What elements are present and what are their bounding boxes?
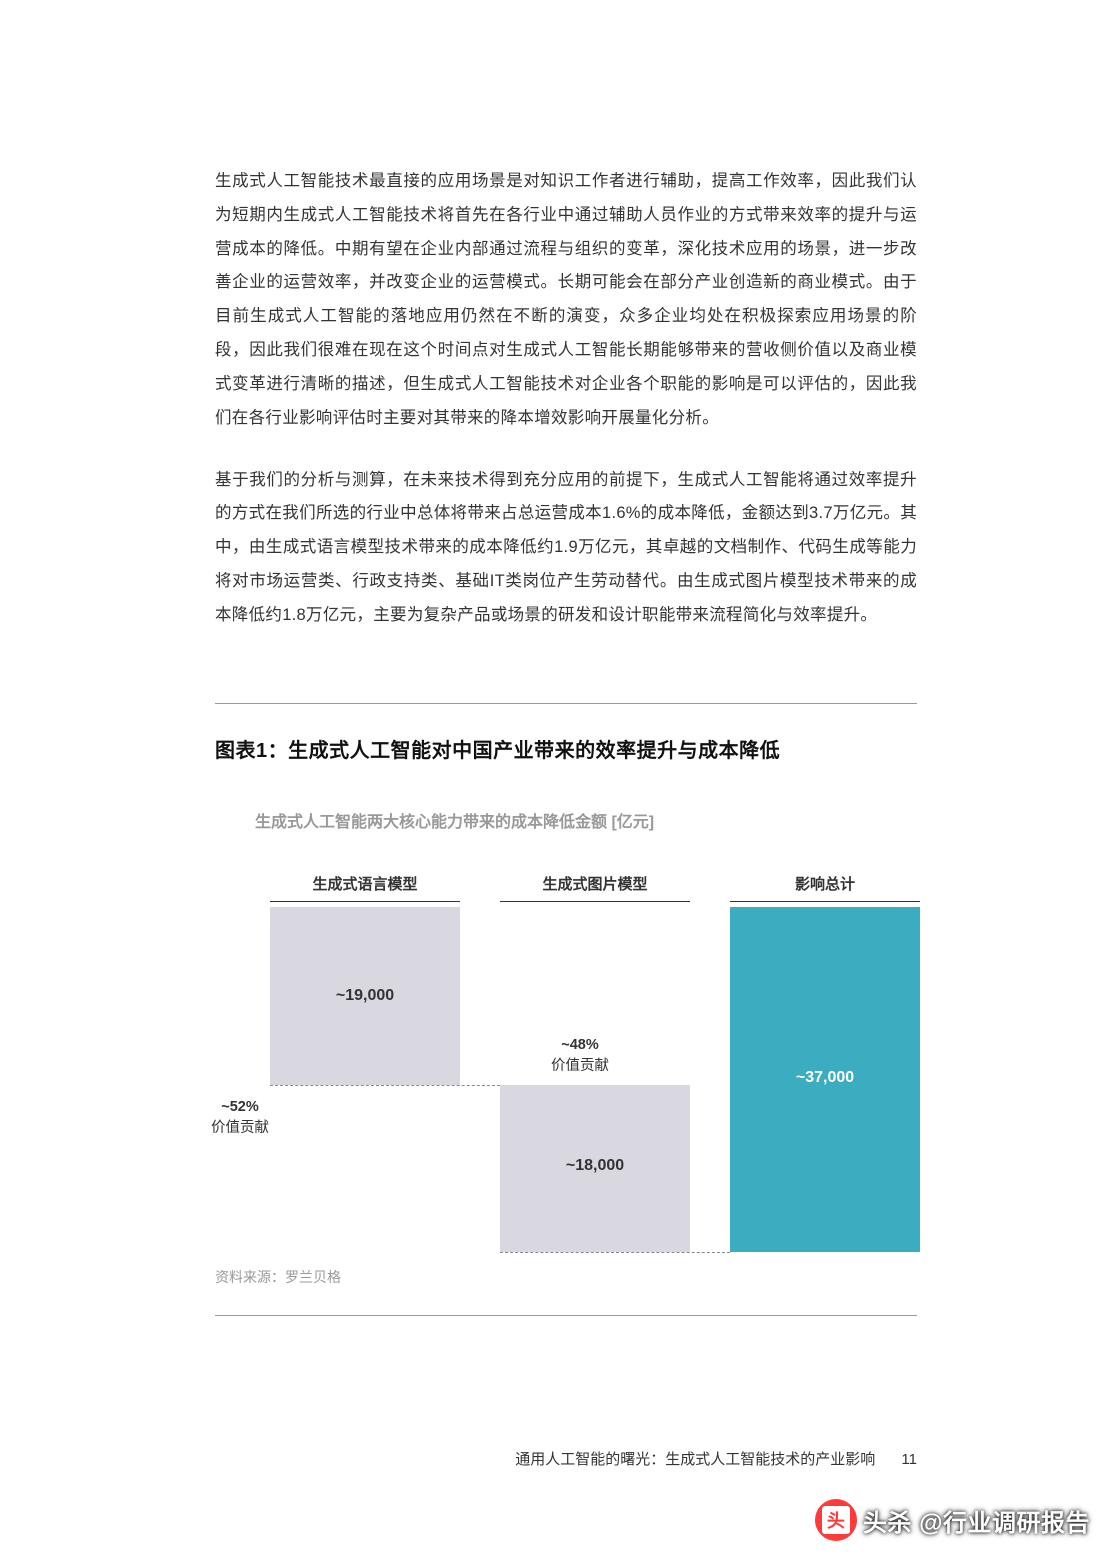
chart-connector-dash <box>500 1252 730 1253</box>
divider-bottom <box>215 1315 917 1316</box>
watermark-text: 头杀 @行业调研报告 <box>863 1503 1090 1538</box>
chart-bars-area: ~19,000~18,000~37,000~52%价值贡献~48%价值贡献 <box>225 907 917 1252</box>
paragraph-1: 生成式人工智能技术最直接的应用场景是对知识工作者进行辅助，提高工作效率，因此我们… <box>215 165 917 436</box>
waterfall-chart: 生成式语言模型 生成式图片模型 影响总计 ~19,000 ~18,000 ~37,000… <box>225 867 917 1267</box>
watermark: 头 头杀 @行业调研报告 <box>815 1499 1090 1541</box>
chart-bar-value: ~37,000 <box>730 1069 920 1087</box>
divider-top <box>215 703 917 704</box>
chart-contribution-label: ~52%价值贡献 <box>195 1097 285 1141</box>
chart-bar: ~18,000 <box>500 907 690 1252</box>
figure-subtitle: 生成式人工智能两大核心能力带来的成本降低金额 [亿元] <box>255 808 917 832</box>
chart-bar: ~37,000 <box>730 907 920 1252</box>
figure-source: 资料来源：罗兰贝格 <box>215 1267 917 1287</box>
chart-category-label: 生成式图片模型 <box>500 873 690 894</box>
page-number: 11 <box>901 1451 917 1468</box>
page-content: 生成式人工智能技术最直接的应用场景是对知识工作者进行辅助，提高工作效率，因此我们… <box>0 0 1102 1316</box>
chart-bar: ~19,000 <box>270 907 460 1252</box>
chart-contribution-label: ~48%价值贡献 <box>535 1035 625 1079</box>
footer-title: 通用人工智能的曙光：生成式人工智能技术的产业影响 <box>515 1451 875 1468</box>
chart-top-rule <box>500 901 690 902</box>
chart-labels-row: 生成式语言模型 生成式图片模型 影响总计 <box>225 867 917 901</box>
figure-title: 图表1：生成式人工智能对中国产业带来的效率提升与成本降低 <box>215 734 917 763</box>
watermark-icon: 头 <box>815 1499 857 1541</box>
chart-top-rule <box>270 901 460 902</box>
paragraph-2: 基于我们的分析与测算，在未来技术得到充分应用的前提下，生成式人工智能将通过效率提… <box>215 464 917 633</box>
chart-bar-value: ~19,000 <box>270 987 460 1005</box>
chart-category-label: 影响总计 <box>730 873 920 894</box>
chart-top-rule <box>730 901 920 902</box>
chart-connector-dash <box>270 1085 500 1086</box>
chart-bar-value: ~18,000 <box>500 1157 690 1175</box>
page-footer: 通用人工智能的曙光：生成式人工智能技术的产业影响 11 <box>515 1448 917 1469</box>
chart-category-label: 生成式语言模型 <box>270 873 460 894</box>
watermark-icon-glyph: 头 <box>822 1506 850 1534</box>
